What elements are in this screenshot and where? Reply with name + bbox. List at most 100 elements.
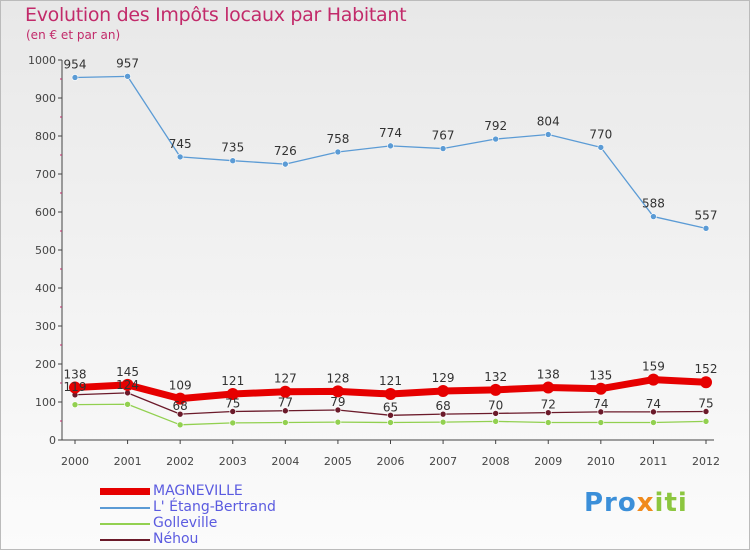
series-point-magneville [700,376,712,389]
series-point-magneville [437,384,450,397]
data-label-n-hou: 68 [435,399,450,413]
y-tick-label: 300 [35,320,56,333]
x-tick-label: 2008 [482,455,510,468]
series-point-l-tang-bertrand [387,142,394,150]
data-label-magneville: 109 [169,379,192,393]
data-label-l-tang-bertrand: 770 [589,127,612,141]
series-point-n-hou [229,408,237,415]
series-point-magneville [647,373,660,386]
series-point-golleville [650,419,657,426]
data-label-magneville: 129 [432,371,455,385]
legend-swatch-golleville [100,523,150,525]
series-point-l-tang-bertrand [702,225,710,232]
data-label-magneville: 138 [64,368,87,382]
y-tick-label: 1000 [28,54,56,67]
data-label-magneville: 145 [116,365,139,379]
series-point-magneville [226,388,239,401]
data-label-n-hou: 79 [330,395,345,409]
series-point-l-tang-bertrand [439,145,447,152]
y-tick-label: 200 [35,358,56,371]
chart-subtitle: (en € et par an) [26,28,121,42]
series-point-n-hou [439,410,447,418]
series-point-golleville [492,418,499,425]
data-label-l-tang-bertrand: 954 [64,57,87,71]
y-tick-label: 800 [35,130,56,143]
series-point-n-hou [544,409,552,416]
data-label-n-hou: 77 [278,396,293,410]
series-point-golleville [282,419,289,426]
x-tick-label: 2005 [324,455,352,468]
x-tick-label: 2010 [587,455,615,468]
x-tick-label: 2001 [114,455,142,468]
chart-title: Evolution des Impôts locaux par Habitant [25,4,407,26]
data-label-magneville: 132 [484,370,507,384]
data-label-n-hou: 68 [173,399,188,413]
data-label-magneville: 128 [326,371,349,385]
y-tick-label: 400 [35,282,56,295]
series-point-l-tang-bertrand [492,135,499,143]
series-point-l-tang-bertrand [229,157,237,164]
data-label-l-tang-bertrand: 726 [274,144,297,158]
legend-swatch-etang-bertrand [100,507,150,509]
x-tick-label: 2006 [377,455,405,468]
series-point-golleville [176,421,184,429]
series-point-magneville [69,381,81,394]
series-point-golleville [702,418,710,425]
series-point-n-hou [387,411,394,419]
series-point-magneville [489,383,502,396]
data-label-l-tang-bertrand: 804 [537,114,560,128]
data-label-n-hou: 75 [698,397,713,411]
legend-swatch-nehou [100,539,150,541]
series-point-l-tang-bertrand [597,144,605,151]
series-point-magneville [279,385,292,398]
x-tick-label: 2011 [639,455,667,468]
data-label-n-hou: 75 [225,397,240,411]
x-tick-label: 2003 [219,455,247,468]
series-point-l-tang-bertrand [544,131,552,138]
data-label-magneville: 159 [642,360,665,374]
legend-label-etang-bertrand: L' Étang-Bertrand [153,499,276,515]
series-point-magneville [384,388,397,401]
series-point-golleville [597,419,605,426]
series-point-golleville [544,419,552,426]
series-point-n-hou [492,410,499,417]
x-tick-label: 2009 [534,455,562,468]
y-tick-label: 900 [35,92,56,105]
x-tick-label: 2012 [692,455,720,468]
data-label-l-tang-bertrand: 767 [432,129,455,143]
data-label-magneville: 138 [537,368,560,382]
series-point-n-hou [334,406,342,414]
data-label-n-hou: 72 [541,398,556,412]
data-label-magneville: 127 [274,372,297,386]
brand-logo[interactable]: Proxiti [584,488,688,518]
data-label-n-hou: 74 [593,397,608,411]
data-label-l-tang-bertrand: 774 [379,126,402,140]
legend-swatch-magneville [100,488,150,495]
series-point-golleville [124,400,131,408]
series-point-l-tang-bertrand [71,74,79,81]
data-label-n-hou: 124 [116,378,139,392]
brand-logo-part2: x [636,488,655,518]
legend-label-nehou: Néhou [153,531,199,547]
series-point-n-hou [176,410,184,418]
brand-logo-part3: iti [654,488,688,518]
series-point-l-tang-bertrand [650,213,657,220]
y-tick-label: 600 [35,206,56,219]
y-tick-label: 100 [35,396,56,409]
series-point-golleville [71,401,79,408]
x-tick-label: 2004 [271,455,299,468]
series-point-golleville [229,419,237,427]
y-tick-label: 500 [35,244,56,257]
data-label-l-tang-bertrand: 957 [116,56,139,70]
series-point-golleville [334,418,342,426]
data-label-l-tang-bertrand: 745 [169,137,192,151]
series-point-l-tang-bertrand [282,160,289,168]
series-point-n-hou [702,408,710,415]
y-tick-label: 0 [49,434,56,447]
series-point-n-hou [597,408,605,416]
series-point-golleville [387,419,394,426]
data-label-n-hou: 70 [488,398,503,412]
data-label-magneville: 121 [379,374,402,388]
data-label-l-tang-bertrand: 758 [326,132,349,146]
